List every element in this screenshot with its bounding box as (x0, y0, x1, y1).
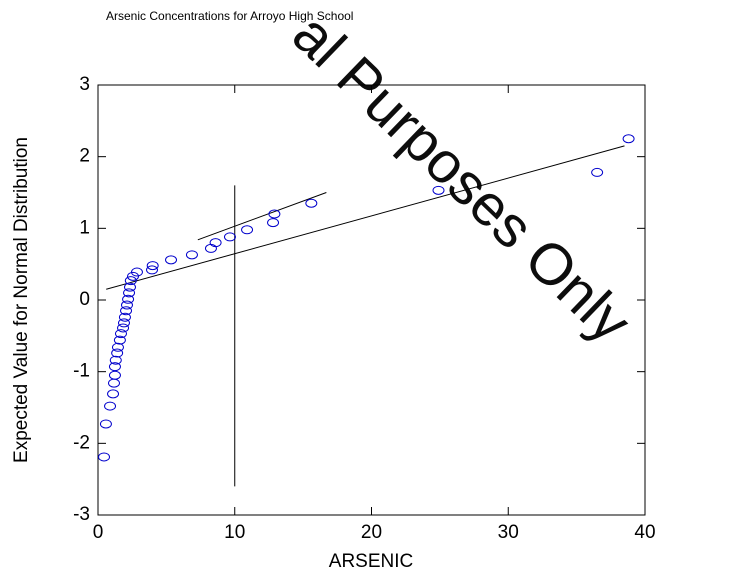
point (185, 250, 198, 260)
y-tick-label: -3 (73, 504, 90, 525)
y-tick-label: 2 (79, 146, 90, 167)
chart-title: Arsenic Concentrations for Arroyo High S… (106, 9, 353, 23)
x-tick-label: 10 (224, 522, 245, 543)
fit-line (106, 145, 625, 290)
point (267, 218, 280, 228)
y-tick-label: 1 (79, 217, 90, 238)
point (104, 401, 117, 411)
point (107, 378, 120, 388)
point (165, 255, 178, 265)
point (268, 209, 281, 219)
watermark: al Purposes Only (280, 2, 643, 356)
x-tick-label: 20 (361, 522, 382, 543)
point (111, 348, 124, 358)
y-tick-label: -2 (73, 432, 90, 453)
point (107, 389, 120, 399)
point (98, 452, 111, 462)
point (108, 370, 121, 380)
point (108, 362, 121, 372)
y-tick-label: -1 (73, 361, 90, 382)
point (118, 312, 131, 322)
point (117, 323, 130, 333)
y-tick-label: 0 (79, 289, 90, 310)
point (223, 232, 236, 242)
point (109, 355, 122, 365)
point (111, 342, 124, 352)
point (204, 243, 217, 253)
point (120, 300, 133, 310)
point (120, 306, 133, 316)
fit-line (197, 192, 327, 241)
point (99, 419, 112, 429)
point (122, 294, 135, 304)
point (117, 318, 130, 328)
point (123, 288, 136, 298)
point (123, 282, 136, 292)
x-tick-label: 0 (93, 522, 104, 543)
point (241, 225, 254, 235)
point (124, 276, 137, 286)
point (130, 267, 143, 277)
point (305, 198, 318, 208)
point (114, 329, 127, 339)
point (146, 261, 159, 271)
y-tick-label: 3 (79, 74, 90, 95)
point (146, 265, 159, 275)
x-tick-label: 40 (634, 522, 655, 543)
point (432, 185, 445, 195)
x-axis-label: ARSENIC (329, 551, 413, 572)
y-axis-label: Expected Value for Normal Distribution (11, 137, 32, 463)
x-tick-label: 30 (498, 522, 519, 543)
point (209, 238, 222, 248)
point (591, 167, 604, 177)
point (113, 335, 126, 345)
point (622, 134, 635, 144)
